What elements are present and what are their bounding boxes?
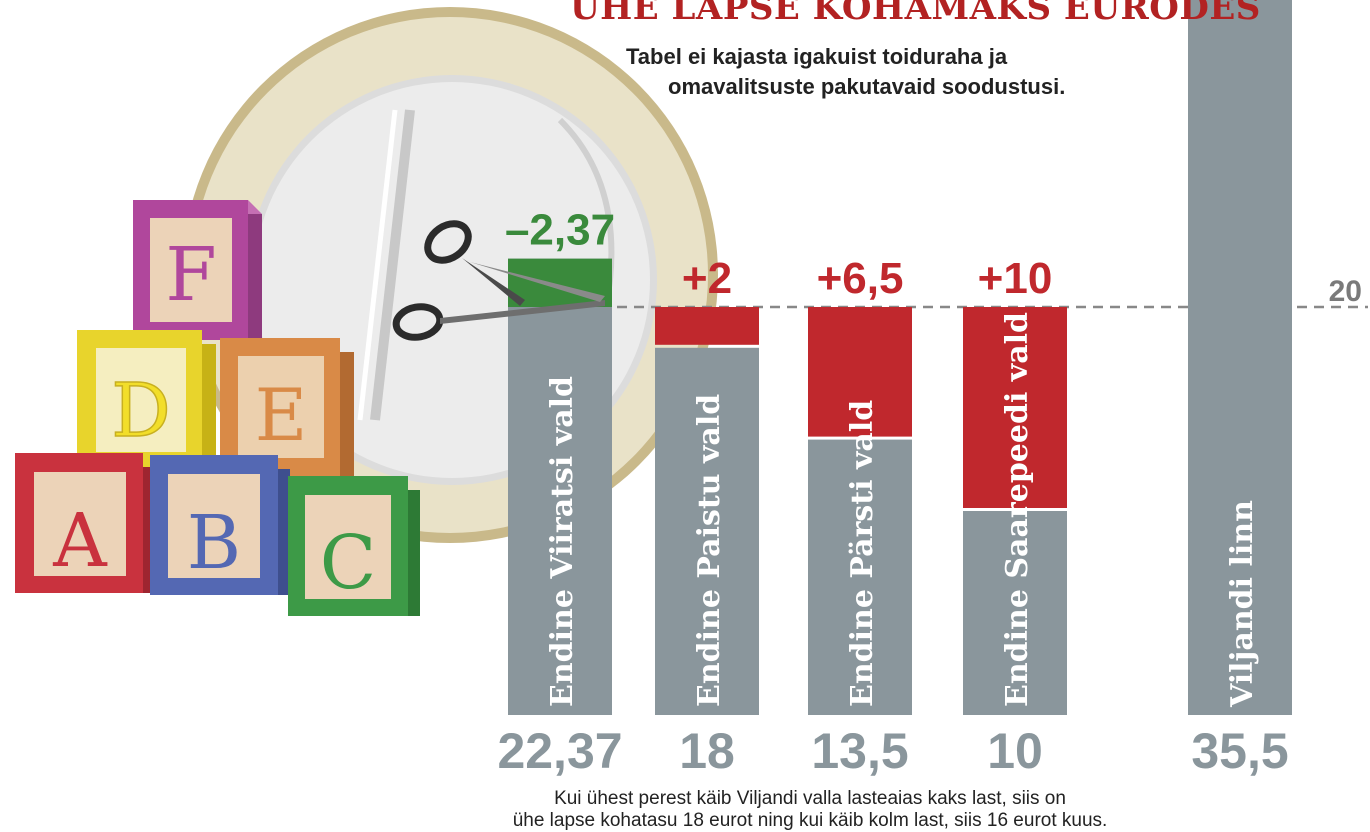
value-label: 18 (679, 723, 735, 779)
category-label: Endine Pärsti vald (845, 400, 880, 707)
change-label: +10 (978, 254, 1053, 303)
bar-group: +6,5 Endine Pärsti vald 13,5 (808, 254, 912, 779)
subtitle-line-2: omavalitsuste pakutavaid soodustusi. (668, 74, 1066, 99)
block-c: C (288, 476, 420, 616)
category-label: Viljandi linn (1225, 500, 1260, 708)
bar-group: Viljandi linn 35,5 (1188, 0, 1292, 779)
change-segment (808, 307, 912, 437)
value-label: 10 (987, 723, 1043, 779)
svg-text:F: F (165, 232, 216, 318)
footnote-line-2: ühe lapse kohatasu 18 eurot ning kui käi… (512, 810, 1108, 831)
bar (963, 511, 1067, 715)
block-e: E (220, 338, 354, 476)
block-b: B (150, 455, 290, 595)
bar (655, 347, 759, 715)
bar (808, 439, 912, 715)
svg-text:A: A (52, 498, 108, 584)
alphabet-blocks: F D E A (15, 200, 420, 616)
change-label: –2,37 (505, 206, 615, 255)
reference-line-label: 20 (1329, 275, 1362, 308)
change-label: +6,5 (817, 254, 904, 303)
bar (1188, 0, 1292, 715)
value-label: 13,5 (811, 723, 908, 779)
change-label: +2 (682, 254, 732, 303)
category-label: Endine Viiratsi vald (545, 376, 580, 707)
bar (508, 258, 612, 715)
category-label: Endine Paistu vald (692, 394, 727, 707)
svg-text:D: D (111, 368, 170, 454)
subtitle-line-1: Tabel ei kajasta igakuist toiduraha ja (626, 44, 1008, 69)
footnote: Kui ühest perest käib Viljandi valla las… (380, 788, 1240, 832)
value-label: 35,5 (1191, 723, 1288, 779)
change-segment (655, 307, 759, 345)
block-f: F (133, 200, 262, 340)
block-a: A (15, 453, 155, 593)
value-label: 22,37 (497, 723, 622, 779)
block-d: D (77, 330, 216, 470)
svg-text:E: E (255, 373, 308, 457)
footnote-line-1: Kui ühest perest käib Viljandi valla las… (554, 788, 1066, 809)
category-label: Endine Saarepeedi vald (1000, 312, 1035, 707)
chart-subtitle: Tabel ei kajasta igakuist toiduraha ja o… (626, 42, 1186, 102)
bar-group: +2 Endine Paistu vald 18 (655, 254, 759, 779)
chart-title: ÜHE LAPSE KOHAMAKS EURODES (570, 0, 1261, 28)
svg-text:C: C (320, 520, 377, 606)
bar-group: +10 Endine Saarepeedi vald 10 (963, 254, 1067, 779)
bar-group: –2,37 Endine Viiratsi vald 22,37 (497, 206, 622, 779)
change-segment (963, 307, 1067, 508)
svg-text:B: B (187, 500, 241, 586)
